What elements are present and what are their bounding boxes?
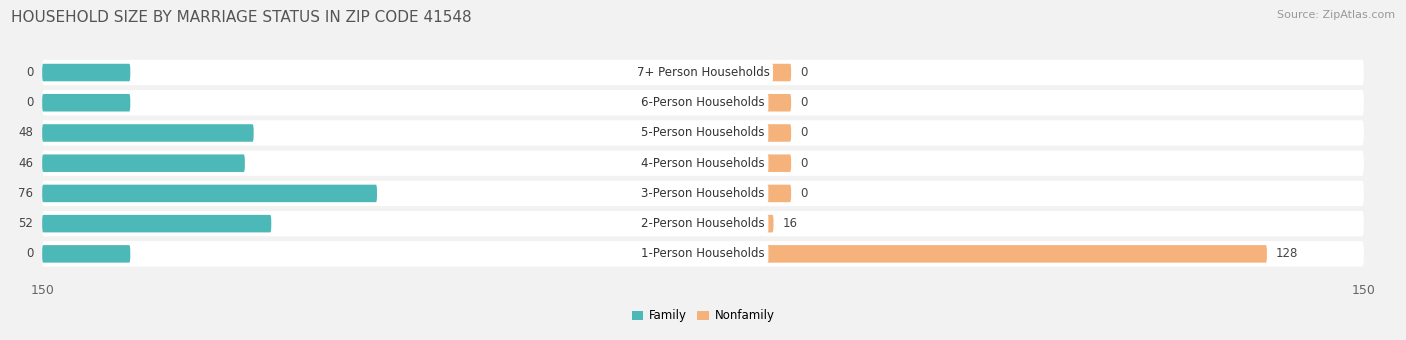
FancyBboxPatch shape [703,124,792,142]
Text: Source: ZipAtlas.com: Source: ZipAtlas.com [1277,10,1395,20]
Text: 52: 52 [18,217,34,230]
Text: 7+ Person Households: 7+ Person Households [637,66,769,79]
FancyBboxPatch shape [42,124,253,142]
Text: 2-Person Households: 2-Person Households [641,217,765,230]
FancyBboxPatch shape [703,94,792,112]
FancyBboxPatch shape [703,185,792,202]
Text: 3-Person Households: 3-Person Households [641,187,765,200]
Text: 0: 0 [25,248,34,260]
Text: 16: 16 [782,217,797,230]
FancyBboxPatch shape [703,215,773,233]
FancyBboxPatch shape [42,154,245,172]
FancyBboxPatch shape [703,64,792,81]
FancyBboxPatch shape [42,245,131,262]
Text: 46: 46 [18,157,34,170]
Text: 128: 128 [1275,248,1298,260]
Text: 0: 0 [25,66,34,79]
FancyBboxPatch shape [703,245,1267,262]
Text: 0: 0 [800,96,807,109]
Text: 48: 48 [18,126,34,139]
Legend: Family, Nonfamily: Family, Nonfamily [627,305,779,327]
Text: 6-Person Households: 6-Person Households [641,96,765,109]
FancyBboxPatch shape [42,151,1364,176]
Text: 5-Person Households: 5-Person Households [641,126,765,139]
FancyBboxPatch shape [42,64,131,81]
Text: 0: 0 [800,66,807,79]
Text: 0: 0 [800,157,807,170]
Text: 0: 0 [800,126,807,139]
FancyBboxPatch shape [703,154,792,172]
Text: 0: 0 [25,96,34,109]
Text: 76: 76 [18,187,34,200]
FancyBboxPatch shape [42,120,1364,146]
FancyBboxPatch shape [42,90,1364,116]
FancyBboxPatch shape [42,60,1364,85]
FancyBboxPatch shape [42,181,1364,206]
Text: 4-Person Households: 4-Person Households [641,157,765,170]
Text: 0: 0 [800,187,807,200]
FancyBboxPatch shape [42,241,1364,267]
FancyBboxPatch shape [42,215,271,233]
Text: HOUSEHOLD SIZE BY MARRIAGE STATUS IN ZIP CODE 41548: HOUSEHOLD SIZE BY MARRIAGE STATUS IN ZIP… [11,10,472,25]
FancyBboxPatch shape [42,211,1364,236]
Text: 1-Person Households: 1-Person Households [641,248,765,260]
FancyBboxPatch shape [42,94,131,112]
FancyBboxPatch shape [42,185,377,202]
